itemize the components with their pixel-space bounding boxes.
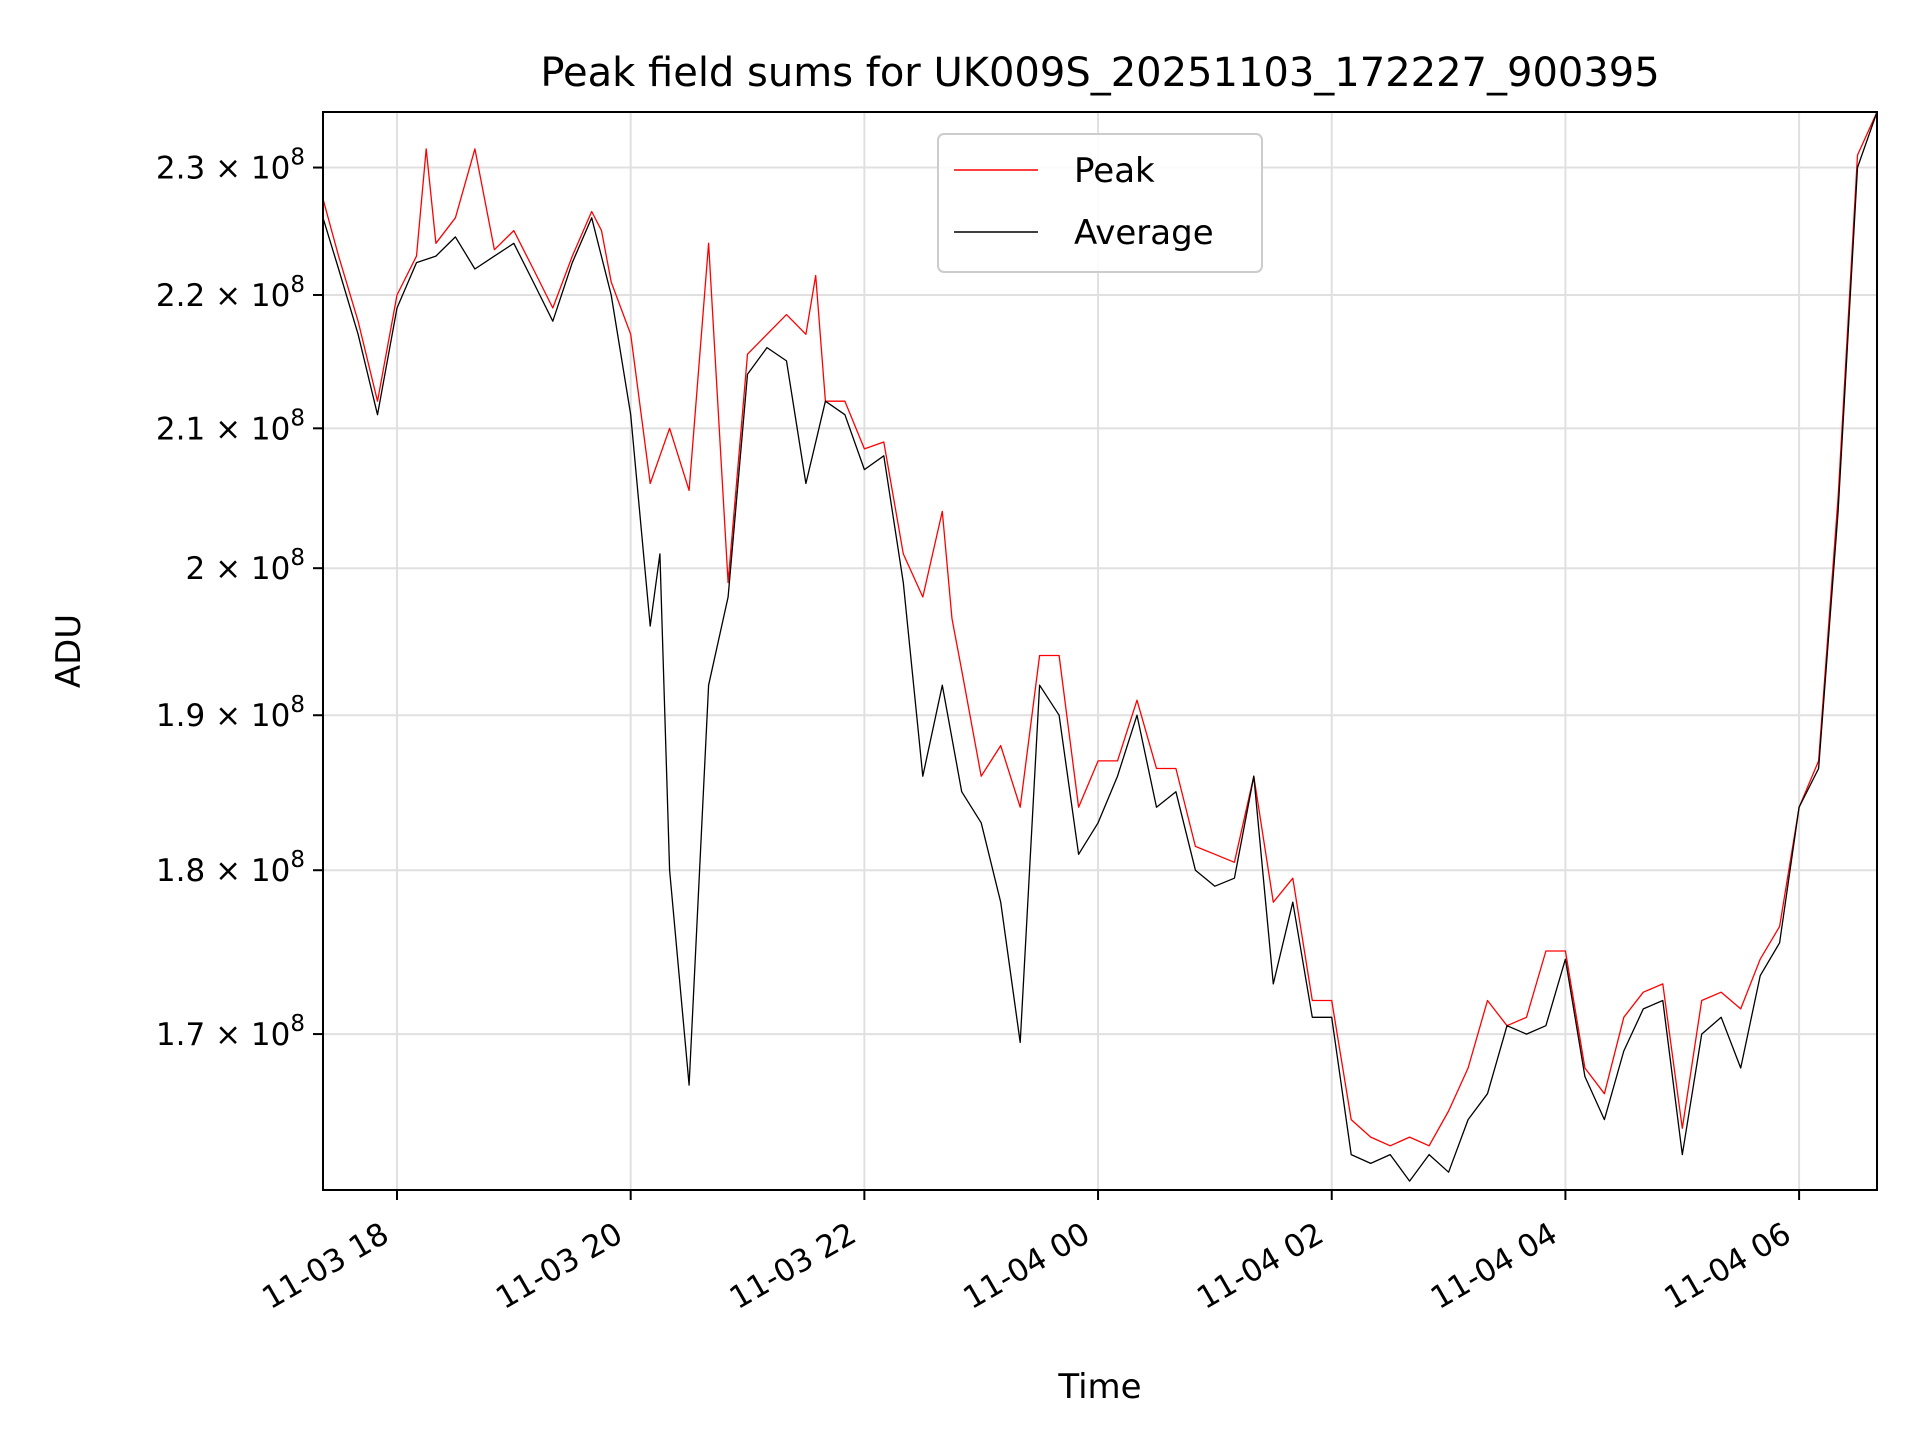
x-axis-label: Time — [1057, 1367, 1141, 1407]
y-tick-label: 1.9 × 108 — [156, 692, 305, 734]
legend-label-average: Average — [1074, 213, 1214, 253]
series-line-average — [322, 111, 1878, 1182]
grid — [323, 112, 1877, 1190]
series-line-peak — [322, 111, 1878, 1147]
y-tick-label: 2.1 × 108 — [156, 405, 305, 447]
y-tick-label: 2 × 108 — [186, 545, 306, 587]
legend-label-peak: Peak — [1074, 151, 1155, 191]
y-axis-label: ADU — [49, 614, 89, 688]
y-tick-label: 2.2 × 108 — [156, 272, 305, 314]
legend: Peak Average — [937, 133, 1263, 273]
plot-frame — [322, 111, 1878, 1191]
y-tick-label: 1.7 × 108 — [156, 1011, 305, 1053]
y-axis: 2.3 × 108 2.2 × 108 2.1 × 108 2 × 108 1.9 × … — [156, 145, 323, 1053]
chart-title: Peak field sums for UK009S_20251103_1722… — [540, 50, 1659, 96]
legend-box — [937, 133, 1263, 273]
plot-series — [322, 111, 1878, 1182]
y-tick-label: 1.8 × 108 — [156, 847, 305, 889]
y-tick-label: 2.3 × 108 — [156, 145, 305, 187]
